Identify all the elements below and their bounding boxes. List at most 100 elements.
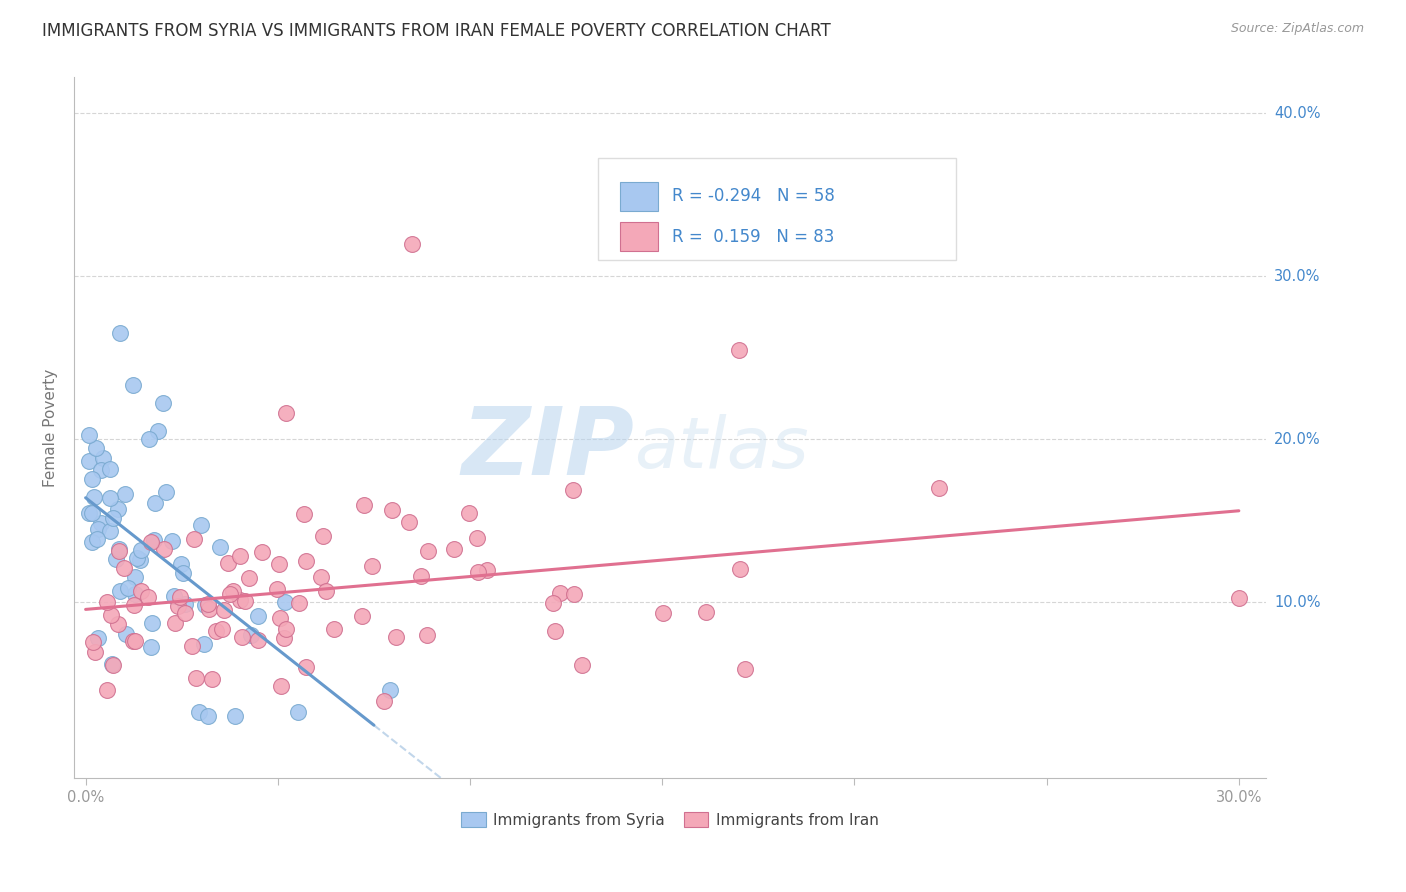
Point bbox=[82, 634, 104, 648]
Text: R = -0.294   N = 58: R = -0.294 N = 58 bbox=[672, 187, 835, 205]
Point bbox=[443, 542, 465, 557]
Point bbox=[79, 506, 101, 520]
Point bbox=[136, 591, 159, 605]
Text: IMMIGRANTS FROM SYRIA VS IMMIGRANTS FROM IRAN FEMALE POVERTY CORRELATION CHART: IMMIGRANTS FROM SYRIA VS IMMIGRANTS FROM… bbox=[42, 22, 831, 40]
Point bbox=[288, 596, 311, 610]
Point bbox=[416, 544, 439, 558]
Point bbox=[311, 529, 333, 543]
Text: 10.0%: 10.0% bbox=[1274, 595, 1320, 610]
Text: ZIP: ZIP bbox=[461, 403, 634, 495]
Point bbox=[103, 657, 125, 672]
Point bbox=[457, 506, 479, 520]
Text: 40.0%: 40.0% bbox=[1274, 106, 1320, 120]
Point bbox=[295, 554, 318, 568]
Point bbox=[409, 568, 432, 582]
Point bbox=[928, 481, 950, 495]
Point bbox=[87, 522, 110, 536]
Point bbox=[104, 551, 127, 566]
Point bbox=[217, 556, 239, 570]
Point bbox=[107, 616, 129, 631]
Point bbox=[229, 549, 252, 564]
Point bbox=[152, 541, 174, 556]
Legend: Immigrants from Syria, Immigrants from Iran: Immigrants from Syria, Immigrants from I… bbox=[456, 805, 884, 834]
Point bbox=[82, 472, 104, 486]
Point bbox=[143, 495, 166, 509]
Point bbox=[80, 535, 103, 549]
Point bbox=[115, 626, 138, 640]
Point bbox=[322, 622, 344, 636]
Point bbox=[378, 683, 401, 698]
Point bbox=[169, 590, 191, 604]
Point bbox=[212, 602, 235, 616]
Point bbox=[100, 491, 122, 505]
Point bbox=[201, 672, 224, 686]
Point bbox=[79, 454, 101, 468]
Point bbox=[728, 562, 751, 576]
Point bbox=[381, 503, 404, 517]
Point bbox=[274, 622, 297, 636]
Point bbox=[173, 597, 195, 611]
Point bbox=[276, 406, 298, 420]
Point bbox=[96, 682, 118, 697]
Point bbox=[197, 709, 219, 723]
Point bbox=[84, 441, 107, 455]
Point bbox=[541, 596, 564, 610]
Text: R =  0.159   N = 83: R = 0.159 N = 83 bbox=[672, 227, 835, 246]
Point bbox=[110, 326, 132, 341]
Point bbox=[86, 532, 108, 546]
Point bbox=[87, 632, 110, 646]
Point bbox=[652, 606, 675, 620]
Point bbox=[353, 499, 375, 513]
Point bbox=[84, 644, 107, 658]
Text: Source: ZipAtlas.com: Source: ZipAtlas.com bbox=[1230, 22, 1364, 36]
Point bbox=[548, 586, 571, 600]
Point bbox=[416, 627, 439, 641]
Point bbox=[233, 594, 256, 608]
Text: 20.0%: 20.0% bbox=[1274, 432, 1320, 447]
Text: 30.0%: 30.0% bbox=[1274, 268, 1320, 284]
Point bbox=[141, 640, 163, 654]
Point bbox=[141, 616, 163, 631]
Point bbox=[240, 628, 263, 642]
Point bbox=[209, 540, 232, 554]
Point bbox=[82, 506, 104, 520]
Y-axis label: Female Poverty: Female Poverty bbox=[44, 368, 58, 487]
Point bbox=[124, 570, 146, 584]
Point bbox=[477, 563, 499, 577]
Point bbox=[385, 630, 408, 644]
Point bbox=[561, 483, 583, 497]
Point bbox=[361, 559, 384, 574]
Point bbox=[184, 671, 207, 685]
Point bbox=[204, 624, 226, 639]
Point bbox=[274, 594, 297, 608]
Point bbox=[124, 634, 146, 648]
Point bbox=[231, 630, 253, 644]
Point bbox=[101, 657, 124, 671]
Point bbox=[114, 487, 136, 501]
Point bbox=[112, 560, 135, 574]
Point bbox=[166, 599, 188, 614]
Point bbox=[695, 605, 717, 619]
Point bbox=[734, 662, 756, 676]
Point bbox=[90, 463, 112, 477]
Point bbox=[246, 633, 269, 648]
Point bbox=[98, 524, 121, 538]
Point bbox=[197, 597, 219, 611]
Point bbox=[398, 516, 420, 530]
Point bbox=[122, 598, 145, 612]
Point bbox=[247, 608, 270, 623]
Point bbox=[273, 632, 295, 646]
Point bbox=[152, 396, 174, 410]
Point bbox=[170, 557, 193, 571]
Point bbox=[269, 610, 291, 624]
Point bbox=[83, 490, 105, 504]
Point bbox=[252, 544, 274, 558]
Point bbox=[292, 508, 315, 522]
Point bbox=[129, 543, 152, 558]
Point bbox=[148, 424, 170, 438]
Point bbox=[190, 517, 212, 532]
Point bbox=[172, 566, 194, 580]
Point bbox=[465, 531, 488, 545]
Point bbox=[183, 532, 205, 546]
Point bbox=[90, 516, 112, 531]
